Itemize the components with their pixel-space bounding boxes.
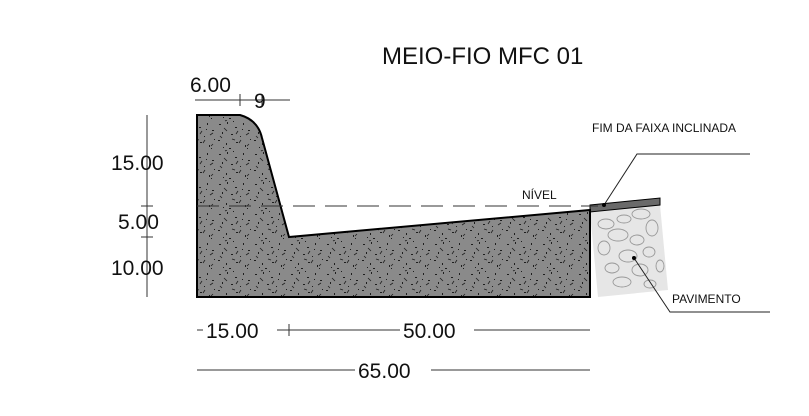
curb-concrete-outline — [196, 114, 591, 298]
pavement-label: PAVIMENTO — [672, 292, 741, 306]
base-left-label-bg — [203, 318, 277, 342]
level-label: NÍVEL — [522, 187, 557, 202]
end-of-slope-leader — [603, 153, 750, 206]
end-of-slope-leader-dot — [602, 203, 606, 207]
total-width-label: 65.00 — [358, 360, 411, 383]
pavement-leader — [633, 257, 770, 313]
base-right-label: 50.00 — [403, 320, 456, 343]
pavement-base — [590, 205, 668, 297]
drawing-title: MEIO-FIO MFC 01 — [382, 43, 583, 70]
end-of-slope-label: FIM DA FAIXA INCLINADA — [592, 121, 736, 135]
height-lower-label: 10.00 — [111, 257, 164, 280]
base-left-label: 15.00 — [206, 320, 259, 343]
base-right-label-bg — [400, 318, 474, 342]
pavement-leader-dot — [632, 256, 636, 260]
height-middle-label: 5.00 — [118, 211, 159, 234]
top-offset-label: 9 — [254, 90, 266, 113]
pavement-aggregate — [597, 208, 665, 289]
height-upper-label: 15.00 — [111, 152, 164, 175]
total-width-label-bg — [355, 358, 431, 382]
top-width-label: 6.00 — [190, 74, 231, 97]
